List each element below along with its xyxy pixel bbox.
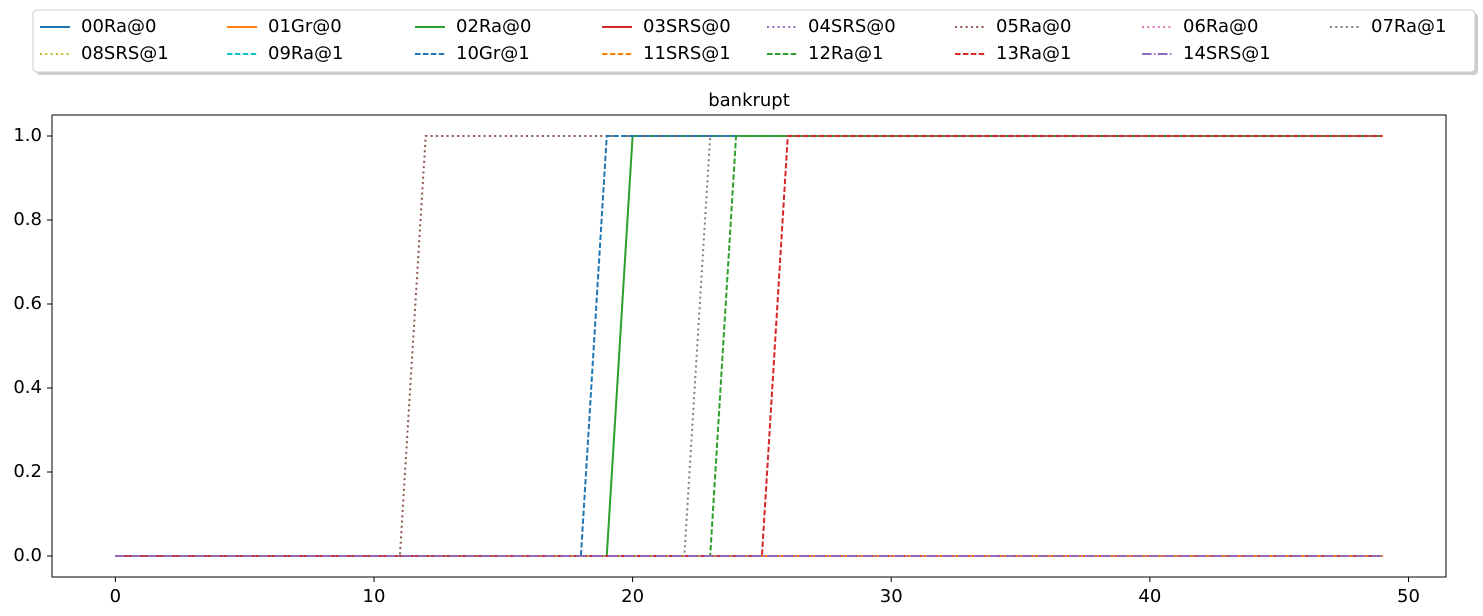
y-tick-label: 0.8 — [13, 209, 42, 230]
x-tick-label: 0 — [110, 586, 121, 607]
legend-label: 11SRS@1 — [643, 43, 731, 64]
series-line — [115, 135, 1383, 557]
legend-label: 02Ra@0 — [456, 16, 532, 37]
legend-label: 01Gr@0 — [268, 16, 342, 37]
legend-label: 09Ra@1 — [268, 43, 344, 64]
series-line — [115, 135, 1383, 557]
x-tick-label: 40 — [1138, 586, 1161, 607]
x-tick-label: 50 — [1397, 586, 1420, 607]
legend-label: 10Gr@1 — [456, 43, 530, 64]
chart-title: bankrupt — [708, 90, 790, 111]
series-line — [115, 135, 1383, 557]
y-tick-label: 0.4 — [13, 377, 42, 398]
x-tick-label: 20 — [621, 586, 644, 607]
y-tick-label: 0.0 — [13, 545, 42, 566]
plot-frame — [51, 114, 1447, 578]
legend-label: 07Ra@1 — [1371, 16, 1447, 37]
x-tick-label: 10 — [363, 586, 386, 607]
legend-label: 13Ra@1 — [996, 43, 1072, 64]
x-tick-label: 30 — [880, 586, 903, 607]
series-line — [115, 135, 1383, 557]
legend-box — [32, 9, 1476, 73]
y-tick-label: 0.6 — [13, 293, 42, 314]
legend-label: 12Ra@1 — [808, 43, 884, 64]
series-line — [115, 135, 1383, 557]
legend-label: 03SRS@0 — [643, 16, 731, 37]
y-tick-label: 1.0 — [13, 125, 42, 146]
series-line — [115, 135, 1383, 557]
legend-label: 05Ra@0 — [996, 16, 1072, 37]
legend-label: 14SRS@1 — [1183, 43, 1271, 64]
legend-label: 08SRS@1 — [81, 43, 169, 64]
y-tick-label: 0.2 — [13, 461, 42, 482]
legend-label: 06Ra@0 — [1183, 16, 1259, 37]
legend-label: 04SRS@0 — [808, 16, 896, 37]
legend-label: 00Ra@0 — [81, 16, 157, 37]
